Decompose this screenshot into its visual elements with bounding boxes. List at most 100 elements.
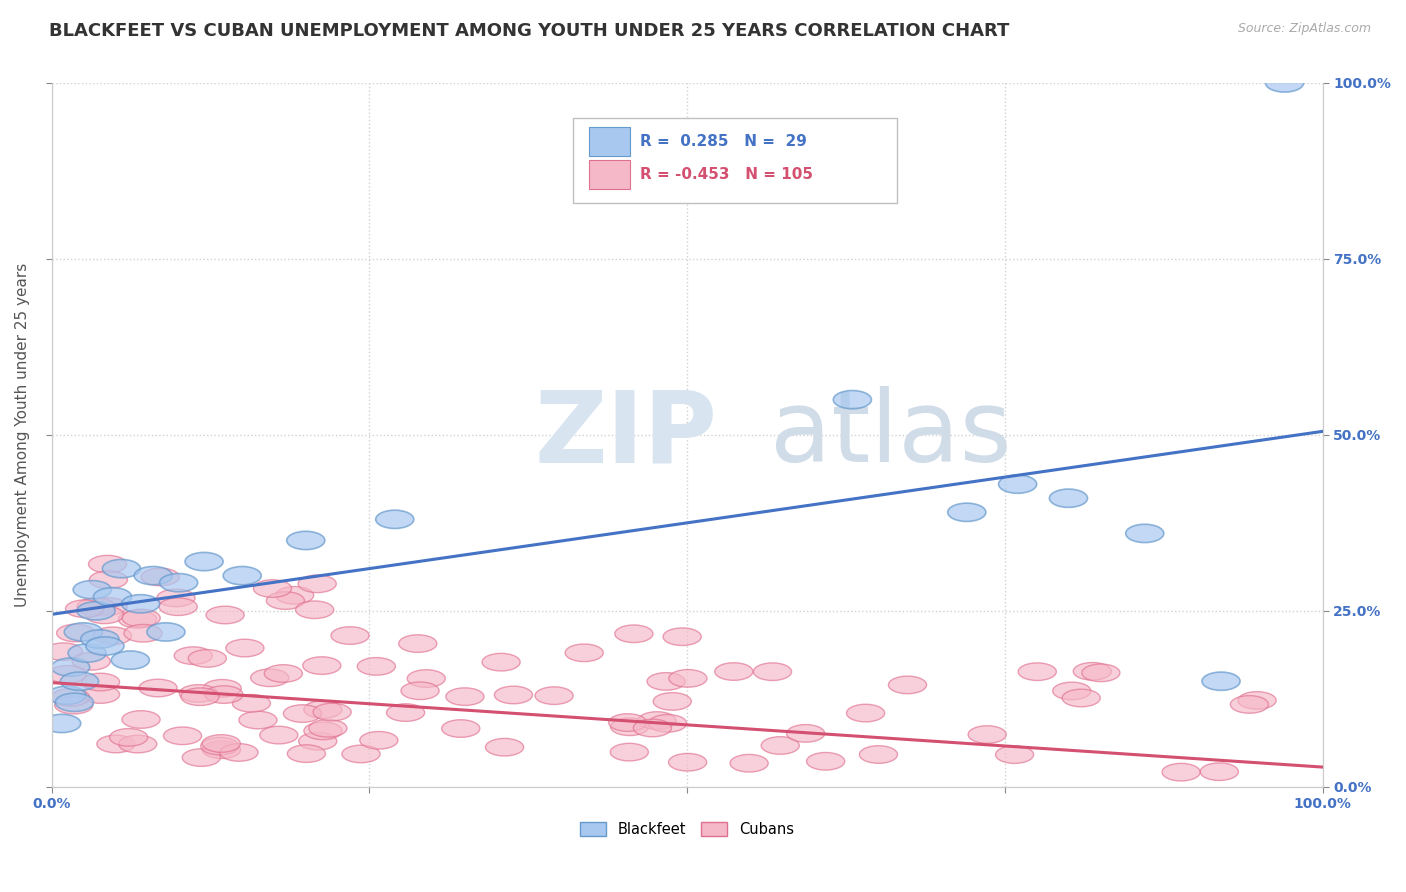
Ellipse shape [90, 571, 128, 589]
Ellipse shape [250, 669, 288, 687]
Ellipse shape [1230, 696, 1268, 714]
Ellipse shape [304, 722, 342, 739]
Ellipse shape [122, 711, 160, 728]
Ellipse shape [669, 670, 707, 687]
Ellipse shape [48, 665, 86, 683]
Ellipse shape [401, 682, 439, 699]
Ellipse shape [304, 701, 342, 718]
Ellipse shape [536, 687, 574, 705]
Ellipse shape [754, 663, 792, 681]
Ellipse shape [139, 679, 177, 697]
Ellipse shape [1201, 763, 1239, 780]
Ellipse shape [188, 649, 226, 667]
Ellipse shape [52, 658, 90, 676]
Ellipse shape [1049, 489, 1087, 508]
Ellipse shape [186, 552, 224, 571]
Ellipse shape [89, 556, 127, 573]
Ellipse shape [360, 731, 398, 749]
Ellipse shape [65, 623, 103, 641]
Ellipse shape [118, 735, 157, 753]
Ellipse shape [1081, 664, 1121, 681]
Ellipse shape [638, 712, 676, 730]
Ellipse shape [207, 607, 245, 624]
Ellipse shape [654, 692, 692, 710]
Ellipse shape [408, 670, 446, 688]
Text: R = -0.453   N = 105: R = -0.453 N = 105 [640, 167, 813, 182]
Legend: Blackfeet, Cubans: Blackfeet, Cubans [574, 816, 800, 843]
Ellipse shape [846, 705, 884, 722]
Ellipse shape [42, 714, 80, 732]
Ellipse shape [159, 574, 198, 591]
Ellipse shape [314, 703, 352, 721]
Ellipse shape [163, 727, 201, 745]
Ellipse shape [786, 724, 825, 742]
Ellipse shape [73, 581, 111, 599]
Ellipse shape [141, 568, 180, 586]
Ellipse shape [1073, 663, 1111, 680]
Ellipse shape [157, 589, 195, 607]
Ellipse shape [807, 753, 845, 770]
Ellipse shape [761, 737, 800, 755]
Ellipse shape [495, 686, 533, 704]
Ellipse shape [1265, 74, 1303, 92]
Ellipse shape [1202, 672, 1240, 690]
Ellipse shape [730, 755, 768, 772]
Ellipse shape [342, 745, 380, 763]
Ellipse shape [309, 720, 347, 737]
Ellipse shape [287, 532, 325, 549]
Ellipse shape [714, 663, 752, 681]
Ellipse shape [648, 714, 686, 732]
Text: R =  0.285   N =  29: R = 0.285 N = 29 [640, 134, 807, 149]
Ellipse shape [834, 391, 872, 409]
Ellipse shape [67, 644, 107, 662]
Ellipse shape [55, 697, 93, 714]
Ellipse shape [239, 711, 277, 729]
Ellipse shape [287, 745, 325, 763]
Ellipse shape [202, 735, 240, 752]
Ellipse shape [66, 600, 104, 617]
Ellipse shape [146, 623, 186, 641]
Text: ZIP: ZIP [534, 386, 717, 483]
Ellipse shape [253, 580, 291, 598]
Ellipse shape [205, 686, 243, 704]
Ellipse shape [1018, 663, 1056, 681]
Ellipse shape [889, 676, 927, 694]
Ellipse shape [202, 680, 242, 698]
Ellipse shape [86, 606, 124, 624]
Ellipse shape [82, 686, 120, 703]
Text: BLACKFEET VS CUBAN UNEMPLOYMENT AMONG YOUTH UNDER 25 YEARS CORRELATION CHART: BLACKFEET VS CUBAN UNEMPLOYMENT AMONG YO… [49, 22, 1010, 40]
Ellipse shape [948, 503, 986, 522]
Ellipse shape [995, 746, 1033, 764]
Ellipse shape [565, 644, 603, 662]
Ellipse shape [633, 719, 672, 737]
Ellipse shape [446, 688, 484, 706]
Ellipse shape [82, 673, 120, 690]
Ellipse shape [330, 627, 370, 644]
Ellipse shape [122, 609, 160, 627]
Ellipse shape [55, 693, 93, 712]
Ellipse shape [998, 475, 1036, 493]
Ellipse shape [1161, 764, 1201, 781]
Text: Source: ZipAtlas.com: Source: ZipAtlas.com [1237, 22, 1371, 36]
FancyBboxPatch shape [589, 160, 630, 189]
Ellipse shape [609, 714, 647, 731]
Ellipse shape [80, 630, 120, 648]
Ellipse shape [302, 657, 340, 674]
Ellipse shape [60, 672, 98, 690]
Ellipse shape [89, 598, 127, 615]
Ellipse shape [298, 732, 337, 750]
Ellipse shape [284, 705, 322, 723]
Ellipse shape [45, 643, 83, 660]
Ellipse shape [614, 625, 652, 642]
Ellipse shape [647, 673, 685, 690]
Ellipse shape [1239, 691, 1277, 709]
Ellipse shape [969, 726, 1007, 743]
Ellipse shape [86, 637, 124, 656]
Ellipse shape [183, 748, 221, 766]
Ellipse shape [134, 566, 173, 585]
Ellipse shape [375, 510, 413, 528]
Ellipse shape [97, 735, 135, 753]
Ellipse shape [387, 704, 425, 722]
Ellipse shape [1062, 690, 1101, 706]
Ellipse shape [295, 601, 333, 618]
